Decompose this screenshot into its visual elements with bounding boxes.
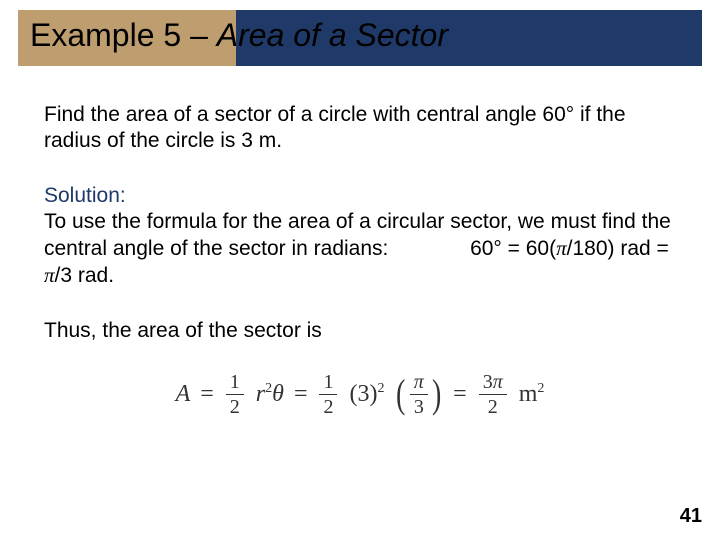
unit: m2 <box>519 379 545 409</box>
formula-eq1: = <box>200 379 214 409</box>
title-bar: Example 5 – Area of a Sector <box>0 0 720 72</box>
pi-over-3: ( π 3 ) <box>394 372 443 416</box>
solution-conv-b: /180) rad = <box>567 237 669 260</box>
pi-symbol: π <box>556 236 567 260</box>
solution-block: Solution: To use the formula for the are… <box>44 183 676 290</box>
title-italic: Area of a Sector <box>217 17 448 53</box>
three-exp: 2 <box>377 381 384 396</box>
three-squared: (3)2 <box>349 379 384 409</box>
result-fraction: 3π 2 <box>479 372 507 417</box>
den-3: 3 <box>410 395 428 417</box>
page-title: Example 5 – Area of a Sector <box>30 17 448 54</box>
problem-text: Find the area of a sector of a circle wi… <box>44 102 676 155</box>
three-base: (3) <box>349 381 377 407</box>
solution-conv-c: /3 rad. <box>55 264 115 287</box>
title-prefix: Example 5 – <box>30 17 217 53</box>
fraction-half-1: 1 2 <box>226 372 244 417</box>
result-den: 2 <box>484 395 502 417</box>
theta-var: θ <box>272 381 284 407</box>
result-num: 3π <box>479 372 507 395</box>
solution-label: Solution: <box>44 184 126 207</box>
num-1b: 1 <box>319 372 337 395</box>
solution-conv-a: 60° = 60( <box>470 237 556 260</box>
pi-num: π <box>414 371 424 393</box>
formula-r: r2θ <box>256 379 284 409</box>
page-number: 41 <box>680 505 702 528</box>
fraction-half-2: 1 2 <box>319 372 337 417</box>
pi-symbol-2: π <box>44 263 55 287</box>
r-var: r <box>256 381 265 407</box>
content: Find the area of a sector of a circle wi… <box>0 72 720 417</box>
unit-exp: 2 <box>537 381 544 396</box>
formula-eq3: = <box>453 379 467 409</box>
formula-lhs: A <box>176 379 191 409</box>
formula: A = 1 2 r2θ = 1 2 (3)2 ( π 3 ) = 3π 2 m2 <box>44 372 676 417</box>
formula-eq2: = <box>294 379 308 409</box>
den-2a: 2 <box>226 395 244 417</box>
pi-result: π <box>493 371 503 393</box>
num-1a: 1 <box>226 372 244 395</box>
unit-m: m <box>519 381 538 407</box>
den-2b: 2 <box>319 395 337 417</box>
thus-text: Thus, the area of the sector is <box>44 318 676 344</box>
